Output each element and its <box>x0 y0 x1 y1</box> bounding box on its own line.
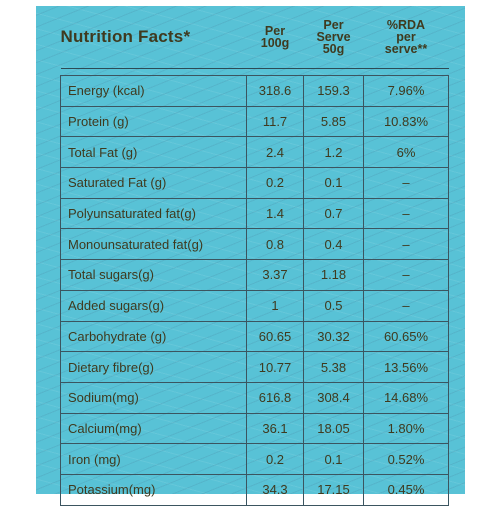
header-rda-line: %RDA <box>386 18 426 32</box>
value-rda: 60.65% <box>363 320 449 353</box>
table-row: Saturated Fat (g) 0.2 0.1 – <box>60 167 449 199</box>
nutrient-label: Total sugars(g) <box>60 259 247 291</box>
value-rda: 13.56% <box>363 351 449 383</box>
value-per-100g: 60.65 <box>246 320 304 353</box>
value-per-100g: 10.77 <box>246 351 304 383</box>
value-rda: – <box>363 289 449 322</box>
value-rda: – <box>363 197 449 230</box>
value-per-100g: 36.1 <box>246 412 304 445</box>
value-per-100g: 0.8 <box>246 228 304 261</box>
value-rda: 1.80% <box>363 412 449 445</box>
table-row: Added sugars(g) 1 0.5 – <box>60 289 449 322</box>
value-rda: – <box>363 228 449 261</box>
table-header-row: Nutrition Facts* Per 100g Per Serve 50g … <box>60 6 449 69</box>
table-row: Total sugars(g) 3.37 1.18 – <box>60 259 449 291</box>
value-per-serve: 18.05 <box>303 412 364 445</box>
value-per-100g: 1.4 <box>246 197 304 230</box>
table-row: Calcium(mg) 36.1 18.05 1.80% <box>60 412 449 445</box>
header-per-100g-line: Per <box>264 24 286 38</box>
nutrient-label: Total Fat (g) <box>60 136 247 169</box>
header-spacer <box>61 69 449 76</box>
nutrient-label: Added sugars(g) <box>60 289 247 322</box>
value-rda: 6% <box>363 136 449 169</box>
value-per-serve: 0.4 <box>303 228 364 261</box>
value-per-serve: 30.32 <box>303 320 364 353</box>
value-per-100g: 34.3 <box>246 473 304 506</box>
nutrient-label: Sodium(mg) <box>60 381 247 414</box>
nutrient-label: Energy (kcal) <box>60 75 247 107</box>
table-row: Protein (g) 11.7 5.85 10.83% <box>60 105 449 138</box>
value-per-100g: 318.6 <box>246 75 304 107</box>
value-rda: 0.52% <box>363 443 449 475</box>
value-per-100g: 3.37 <box>246 259 304 291</box>
value-rda: 10.83% <box>363 105 449 138</box>
table-row: Total Fat (g) 2.4 1.2 6% <box>60 136 449 169</box>
header-rda: %RDA per serve** <box>364 6 449 69</box>
value-per-serve: 0.7 <box>303 197 364 230</box>
table-row: Monounsaturated fat(g) 0.8 0.4 – <box>60 228 449 261</box>
value-per-serve: 159.3 <box>303 75 364 107</box>
value-per-100g: 0.2 <box>246 167 304 199</box>
nutrient-label: Potassium(mg) <box>60 473 247 506</box>
value-rda: – <box>363 259 449 291</box>
header-rda-line: serve** <box>384 42 428 56</box>
value-per-serve: 308.4 <box>303 381 364 414</box>
table-row: Iron (mg) 0.2 0.1 0.52% <box>60 443 449 475</box>
nutrient-label: Polyunsaturated fat(g) <box>60 197 247 230</box>
value-rda: 7.96% <box>363 75 449 107</box>
header-per-serve-line: Per <box>323 18 344 32</box>
table-row: Carbohydrate (g) 60.65 30.32 60.65% <box>60 320 449 353</box>
table-row: Potassium(mg) 34.3 17.15 0.45% <box>60 473 449 506</box>
nutrient-label: Dietary fibre(g) <box>60 351 247 383</box>
header-per-serve-line: 50g <box>322 42 345 56</box>
header-per-serve-line: Serve <box>316 30 351 44</box>
nutrient-label: Calcium(mg) <box>60 412 247 445</box>
value-per-100g: 11.7 <box>246 105 304 138</box>
value-per-100g: 1 <box>246 289 304 322</box>
value-rda: 0.45% <box>363 473 449 506</box>
header-per-serve: Per Serve 50g <box>304 6 364 69</box>
value-per-serve: 0.5 <box>303 289 364 322</box>
header-rda-line: per <box>396 30 416 44</box>
value-rda: 14.68% <box>363 381 449 414</box>
header-per-100g-line: 100g <box>260 36 290 50</box>
table-row: Dietary fibre(g) 10.77 5.38 13.56% <box>60 351 449 383</box>
nutrition-facts-table: Nutrition Facts* Per 100g Per Serve 50g … <box>60 6 449 506</box>
value-per-100g: 616.8 <box>246 381 304 414</box>
nutrient-label: Carbohydrate (g) <box>60 320 247 353</box>
nutrient-label: Protein (g) <box>60 105 247 138</box>
value-per-serve: 0.1 <box>303 167 364 199</box>
value-per-serve: 1.18 <box>303 259 364 291</box>
value-per-serve: 5.38 <box>303 351 364 383</box>
value-rda: – <box>363 167 449 199</box>
value-per-serve: 1.2 <box>303 136 364 169</box>
value-per-serve: 0.1 <box>303 443 364 475</box>
header-per-100g: Per 100g <box>247 6 304 69</box>
table-title: Nutrition Facts* <box>60 27 191 46</box>
value-per-100g: 2.4 <box>246 136 304 169</box>
value-per-100g: 0.2 <box>246 443 304 475</box>
value-per-serve: 5.85 <box>303 105 364 138</box>
value-per-serve: 17.15 <box>303 473 364 506</box>
table-row: Sodium(mg) 616.8 308.4 14.68% <box>60 381 449 414</box>
table-row: Energy (kcal) 318.6 159.3 7.96% <box>60 75 449 107</box>
nutrient-label: Saturated Fat (g) <box>60 167 247 199</box>
nutrient-label: Iron (mg) <box>60 443 247 475</box>
table-row: Polyunsaturated fat(g) 1.4 0.7 – <box>60 197 449 230</box>
nutrient-label: Monounsaturated fat(g) <box>60 228 247 261</box>
